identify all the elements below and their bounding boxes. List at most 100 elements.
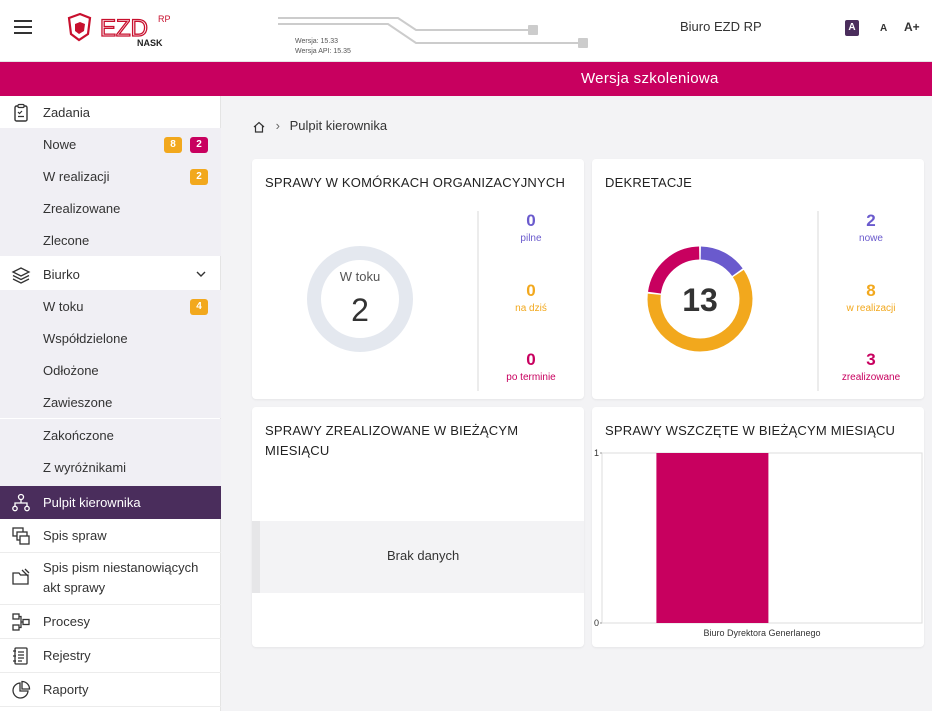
sidebar-item-label: W realizacji <box>43 169 110 184</box>
sidebar-item-label: Biurko <box>43 267 80 282</box>
sidebar-item-label: Pulpit kierownika <box>43 495 141 510</box>
breadcrumb-current: Pulpit kierownika <box>289 118 388 133</box>
sidebar-item-spis-pism[interactable]: Spis pism niestanowiących akt sprawy <box>0 553 221 605</box>
dekretacje-donut: 13 <box>647 246 753 352</box>
stat-pilne[interactable]: 0 pilne <box>479 211 583 244</box>
x-tick-label: Biuro Dyrektora Generlanego <box>703 628 820 638</box>
home-icon[interactable] <box>252 120 266 134</box>
sidebar-item-zlecone[interactable]: Zlecone <box>0 224 221 256</box>
in-progress-donut: W toku 2 <box>307 246 413 352</box>
card-sprawy-wszczete: Sprawy wszczęte w bieżącym miesiącu Biur… <box>592 407 924 647</box>
sidebar-item-spis-spraw[interactable]: Spis spraw <box>0 519 221 553</box>
stat-value: 3 <box>866 350 876 369</box>
folder-tools-icon <box>12 568 30 585</box>
card-title-line1: Sprawy zrealizowane w bieżącym <box>265 423 519 438</box>
sidebar-item-w-toku[interactable]: W toku 4 <box>0 290 221 322</box>
card-title: Dekretacje <box>605 175 692 190</box>
sidebar-item-label: Zadania <box>43 105 90 120</box>
documents-icon <box>12 527 30 545</box>
stat-w-realizacji[interactable]: 8 w realizacji <box>819 281 923 314</box>
sidebar-item-raporty[interactable]: Raporty <box>0 673 221 707</box>
font-size-medium-button[interactable]: A <box>880 23 888 34</box>
sidebar-item-label: Spis spraw <box>43 528 107 543</box>
sidebar-item-label: Z wyróżnikami <box>43 460 127 475</box>
donut-value: 2 <box>351 292 369 328</box>
process-icon <box>12 613 30 631</box>
stat-value: 8 <box>866 281 876 300</box>
api-version-label: Wersja API: 15.35 <box>295 48 351 55</box>
sidebar-item-nowe[interactable]: Nowe 8 2 <box>0 128 221 160</box>
breadcrumb-separator: › <box>275 118 280 133</box>
stats-column: 2 nowe 8 w realizacji 3 zrealizowane <box>817 211 921 391</box>
empty-state-label: Brak danych <box>387 548 460 563</box>
sidebar: Zadania Nowe 8 2 W realizacji 2 Zrealizo… <box>0 96 221 711</box>
card-title: Sprawy w komórkach organizacyjnych <box>265 175 566 190</box>
bar-chart: Biuro Dyrektora Generlanego 0 1 <box>594 448 923 638</box>
donut-segment-0 <box>700 246 743 277</box>
banner-label: Wersja szkoleniowa <box>581 70 719 87</box>
sidebar-item-z-wyroznikami[interactable]: Z wyróżnikami <box>0 451 221 486</box>
stat-na-dzis[interactable]: 0 na dziś <box>479 281 583 314</box>
card-title-line2: miesiącu <box>265 443 330 458</box>
sidebar-item-zawieszone[interactable]: Zawieszone <box>0 386 221 418</box>
donut-value: 13 <box>682 282 718 318</box>
sidebar-item-label-line1: Spis pism niestanowiących <box>43 560 199 575</box>
sidebar-item-label: Współdzielone <box>43 331 128 346</box>
version-lines <box>278 17 588 48</box>
sidebar-item-pulpit-kierownika[interactable]: Pulpit kierownika <box>0 486 221 519</box>
stat-label: po terminie <box>506 372 556 383</box>
donut-label: W toku <box>340 269 380 284</box>
sidebar-item-label: W toku <box>43 299 84 314</box>
breadcrumb: › Pulpit kierownika <box>252 118 387 134</box>
sidebar-item-label-line2: akt sprawy <box>43 580 106 595</box>
count-badge: 2 <box>190 137 208 153</box>
version-label: Wersja: 15.33 <box>295 38 339 45</box>
logo-text: EZD <box>100 15 148 42</box>
sidebar-item-label: Zlecone <box>43 233 90 248</box>
logo-sup: RP <box>158 14 171 24</box>
register-icon <box>13 647 28 665</box>
sidebar-item-label: Procesy <box>43 614 90 629</box>
sidebar-item-zakonczone[interactable]: Zakończone <box>0 419 221 451</box>
sidebar-item-label: Nowe <box>43 137 77 152</box>
stat-nowe[interactable]: 2 nowe <box>819 211 923 244</box>
stat-label: nowe <box>859 233 883 244</box>
stat-label: zrealizowane <box>841 372 901 383</box>
font-size-small-button[interactable]: A <box>845 20 859 36</box>
sidebar-item-biurko[interactable]: Biurko <box>0 258 221 290</box>
stat-value: 0 <box>526 281 536 300</box>
sidebar-item-zadania[interactable]: Zadania <box>0 96 221 128</box>
sidebar-item-w-realizacji[interactable]: W realizacji 2 <box>0 160 221 192</box>
training-banner: Wersja szkoleniowa <box>0 62 932 96</box>
sidebar-item-label: Raporty <box>43 682 89 697</box>
y-tick-label: 1 <box>594 448 599 458</box>
donut-segment-1 <box>647 269 753 352</box>
sidebar-item-label: Rejestry <box>43 648 91 663</box>
sidebar-item-label: Odłożone <box>43 363 99 378</box>
count-badge: 2 <box>190 169 208 185</box>
org-chart-icon <box>12 493 30 512</box>
sidebar-item-procesy[interactable]: Procesy <box>0 605 221 639</box>
stats-column: 0 pilne 0 na dziś 0 po terminie <box>477 211 581 391</box>
sidebar-item-label: Zawieszone <box>43 395 113 410</box>
sidebar-item-rejestry[interactable]: Rejestry <box>0 639 221 673</box>
stat-label: pilne <box>520 233 542 244</box>
count-badge: 4 <box>190 299 208 315</box>
bar-0[interactable] <box>656 453 769 623</box>
card-sprawy-w-komorkach: Sprawy w komórkach organizacyjnych W tok… <box>252 159 584 399</box>
clipboard-icon <box>14 103 28 122</box>
sidebar-item-wspoldzielone[interactable]: Współdzielone <box>0 322 221 354</box>
font-size-large-button[interactable]: A+ <box>904 20 920 34</box>
stat-zrealizowane[interactable]: 3 zrealizowane <box>819 350 923 383</box>
chevron-down-icon[interactable] <box>196 270 206 278</box>
card-dekretacje: Dekretacje 13 2 nowe 8 w realizacji 3 zr… <box>592 159 924 399</box>
sidebar-item-odlozone[interactable]: Odłożone <box>0 354 221 386</box>
stat-label: na dziś <box>515 303 547 314</box>
stat-po-terminie[interactable]: 0 po terminie <box>479 350 583 383</box>
donut-segment-2 <box>648 246 700 294</box>
top-bar: EZD RP NASK Wersja: 15.33 Wersja API: 15… <box>0 0 932 62</box>
office-name: Biuro EZD RP <box>680 19 762 34</box>
menu-icon[interactable] <box>14 20 32 36</box>
sidebar-item-zrealizowane[interactable]: Zrealizowane <box>0 192 221 224</box>
card-sprawy-zrealizowane: Sprawy zrealizowane w bieżącym miesiącu … <box>252 407 584 647</box>
